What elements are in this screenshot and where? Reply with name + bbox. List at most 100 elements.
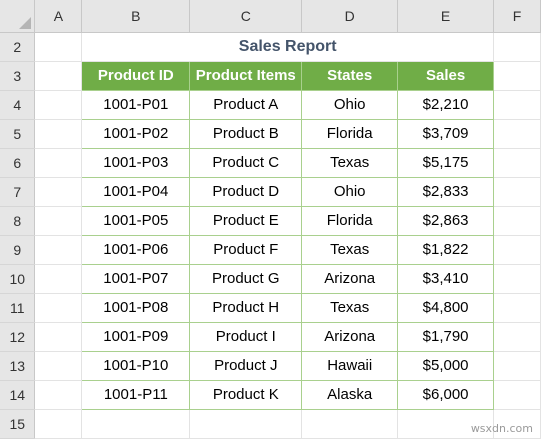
column-header-e[interactable]: E xyxy=(397,0,495,33)
column-header-f[interactable]: F xyxy=(493,0,541,33)
sales-cell[interactable]: $1,822 xyxy=(397,234,495,265)
product-item-cell[interactable]: Product B xyxy=(189,118,303,149)
product-item-cell[interactable]: Product J xyxy=(189,350,303,381)
row-header-7[interactable]: 7 xyxy=(0,177,36,207)
cell-f[interactable] xyxy=(493,264,541,294)
cell-a2[interactable] xyxy=(34,32,83,62)
product-id-cell[interactable]: 1001-P02 xyxy=(81,118,191,149)
sales-cell[interactable]: $5,000 xyxy=(397,350,495,381)
sales-cell[interactable]: $2,833 xyxy=(397,176,495,207)
cell-a[interactable] xyxy=(34,119,83,149)
sales-cell[interactable]: $3,410 xyxy=(397,263,495,294)
cell-f[interactable] xyxy=(493,380,541,410)
product-id-cell[interactable]: 1001-P06 xyxy=(81,234,191,265)
product-item-cell[interactable]: Product I xyxy=(189,321,303,352)
column-header-c[interactable]: C xyxy=(189,0,303,33)
state-cell[interactable]: Texas xyxy=(301,147,399,178)
state-cell[interactable]: Alaska xyxy=(301,379,399,410)
cell-c15[interactable] xyxy=(189,409,303,439)
cell-d15[interactable] xyxy=(301,409,399,439)
header-product-id[interactable]: Product ID xyxy=(81,60,191,91)
cell-f[interactable] xyxy=(493,119,541,149)
sales-cell[interactable]: $2,210 xyxy=(397,89,495,120)
row-header-6[interactable]: 6 xyxy=(0,148,36,178)
cell-a[interactable] xyxy=(34,206,83,236)
row-header-12[interactable]: 12 xyxy=(0,322,36,352)
cell-a[interactable] xyxy=(34,380,83,410)
sales-cell[interactable]: $6,000 xyxy=(397,379,495,410)
state-cell[interactable]: Florida xyxy=(301,205,399,236)
report-title[interactable]: Sales Report xyxy=(81,32,495,62)
product-id-cell[interactable]: 1001-P07 xyxy=(81,263,191,294)
state-cell[interactable]: Ohio xyxy=(301,89,399,120)
sales-cell[interactable]: $4,800 xyxy=(397,292,495,323)
cell-f[interactable] xyxy=(493,351,541,381)
row-header-4[interactable]: 4 xyxy=(0,90,36,120)
cell-f[interactable] xyxy=(493,148,541,178)
column-header-d[interactable]: D xyxy=(301,0,399,33)
row-header-9[interactable]: 9 xyxy=(0,235,36,265)
state-cell[interactable]: Texas xyxy=(301,234,399,265)
cell-a15[interactable] xyxy=(34,409,83,439)
cell-a[interactable] xyxy=(34,148,83,178)
cell-f[interactable] xyxy=(493,206,541,236)
state-cell[interactable]: Florida xyxy=(301,118,399,149)
state-cell[interactable]: Ohio xyxy=(301,176,399,207)
product-item-cell[interactable]: Product G xyxy=(189,263,303,294)
product-id-cell[interactable]: 1001-P11 xyxy=(81,379,191,410)
cell-a[interactable] xyxy=(34,90,83,120)
cell-f2[interactable] xyxy=(493,32,541,62)
header-sales[interactable]: Sales xyxy=(397,60,495,91)
state-cell[interactable]: Arizona xyxy=(301,263,399,294)
column-header-a[interactable]: A xyxy=(34,0,83,33)
product-item-cell[interactable]: Product F xyxy=(189,234,303,265)
state-cell[interactable]: Texas xyxy=(301,292,399,323)
product-id-cell[interactable]: 1001-P09 xyxy=(81,321,191,352)
row-header-8[interactable]: 8 xyxy=(0,206,36,236)
cell-b15[interactable] xyxy=(81,409,191,439)
row-header-15[interactable]: 15 xyxy=(0,409,36,439)
cell-a[interactable] xyxy=(34,351,83,381)
product-item-cell[interactable]: Product E xyxy=(189,205,303,236)
product-item-cell[interactable]: Product A xyxy=(189,89,303,120)
header-product-items[interactable]: Product Items xyxy=(189,60,303,91)
header-states[interactable]: States xyxy=(301,60,399,91)
product-id-cell[interactable]: 1001-P08 xyxy=(81,292,191,323)
sales-cell[interactable]: $3,709 xyxy=(397,118,495,149)
select-all-corner[interactable] xyxy=(0,0,36,33)
row-header-13[interactable]: 13 xyxy=(0,351,36,381)
product-item-cell[interactable]: Product D xyxy=(189,176,303,207)
cell-a[interactable] xyxy=(34,293,83,323)
row-header-11[interactable]: 11 xyxy=(0,293,36,323)
product-id-cell[interactable]: 1001-P04 xyxy=(81,176,191,207)
product-id-cell[interactable]: 1001-P01 xyxy=(81,89,191,120)
cell-a[interactable] xyxy=(34,322,83,352)
row-header-3[interactable]: 3 xyxy=(0,61,36,91)
cell-a3[interactable] xyxy=(34,61,83,91)
cell-a[interactable] xyxy=(34,177,83,207)
product-id-cell[interactable]: 1001-P03 xyxy=(81,147,191,178)
row-header-2[interactable]: 2 xyxy=(0,32,36,62)
cell-a[interactable] xyxy=(34,264,83,294)
state-cell[interactable]: Hawaii xyxy=(301,350,399,381)
product-item-cell[interactable]: Product H xyxy=(189,292,303,323)
cell-f[interactable] xyxy=(493,177,541,207)
sales-cell[interactable]: $1,790 xyxy=(397,321,495,352)
row-header-14[interactable]: 14 xyxy=(0,380,36,410)
product-id-cell[interactable]: 1001-P10 xyxy=(81,350,191,381)
sales-cell[interactable]: $2,863 xyxy=(397,205,495,236)
cell-f[interactable] xyxy=(493,90,541,120)
product-item-cell[interactable]: Product C xyxy=(189,147,303,178)
product-item-cell[interactable]: Product K xyxy=(189,379,303,410)
cell-f[interactable] xyxy=(493,293,541,323)
row-header-5[interactable]: 5 xyxy=(0,119,36,149)
cell-f[interactable] xyxy=(493,235,541,265)
column-header-b[interactable]: B xyxy=(81,0,191,33)
row-header-10[interactable]: 10 xyxy=(0,264,36,294)
cell-f3[interactable] xyxy=(493,61,541,91)
cell-f[interactable] xyxy=(493,322,541,352)
product-id-cell[interactable]: 1001-P05 xyxy=(81,205,191,236)
sales-cell[interactable]: $5,175 xyxy=(397,147,495,178)
state-cell[interactable]: Arizona xyxy=(301,321,399,352)
cell-a[interactable] xyxy=(34,235,83,265)
